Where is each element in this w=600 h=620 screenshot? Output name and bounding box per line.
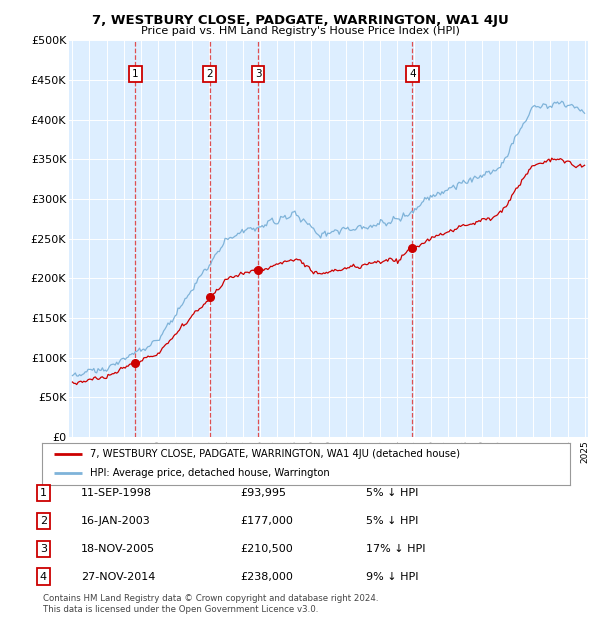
Text: Contains HM Land Registry data © Crown copyright and database right 2024.
This d: Contains HM Land Registry data © Crown c… [43, 595, 379, 614]
Text: 5% ↓ HPI: 5% ↓ HPI [366, 516, 418, 526]
Text: HPI: Average price, detached house, Warrington: HPI: Average price, detached house, Warr… [89, 469, 329, 479]
Text: 2: 2 [40, 516, 47, 526]
Text: 17% ↓ HPI: 17% ↓ HPI [366, 544, 425, 554]
Text: 7, WESTBURY CLOSE, PADGATE, WARRINGTON, WA1 4JU (detached house): 7, WESTBURY CLOSE, PADGATE, WARRINGTON, … [89, 449, 460, 459]
Text: 4: 4 [40, 572, 47, 582]
Text: 5% ↓ HPI: 5% ↓ HPI [366, 488, 418, 498]
Text: £93,995: £93,995 [240, 488, 286, 498]
Text: 7, WESTBURY CLOSE, PADGATE, WARRINGTON, WA1 4JU: 7, WESTBURY CLOSE, PADGATE, WARRINGTON, … [92, 14, 508, 27]
Text: £177,000: £177,000 [240, 516, 293, 526]
Text: 1: 1 [132, 69, 139, 79]
Text: 3: 3 [40, 544, 47, 554]
Text: 4: 4 [409, 69, 416, 79]
Text: 1: 1 [40, 488, 47, 498]
Text: 2: 2 [206, 69, 213, 79]
Text: £210,500: £210,500 [240, 544, 293, 554]
Text: 18-NOV-2005: 18-NOV-2005 [81, 544, 155, 554]
Text: 27-NOV-2014: 27-NOV-2014 [81, 572, 155, 582]
Text: £238,000: £238,000 [240, 572, 293, 582]
Text: 3: 3 [255, 69, 262, 79]
Text: 9% ↓ HPI: 9% ↓ HPI [366, 572, 419, 582]
Text: 11-SEP-1998: 11-SEP-1998 [81, 488, 152, 498]
Text: 16-JAN-2003: 16-JAN-2003 [81, 516, 151, 526]
Text: Price paid vs. HM Land Registry's House Price Index (HPI): Price paid vs. HM Land Registry's House … [140, 26, 460, 36]
